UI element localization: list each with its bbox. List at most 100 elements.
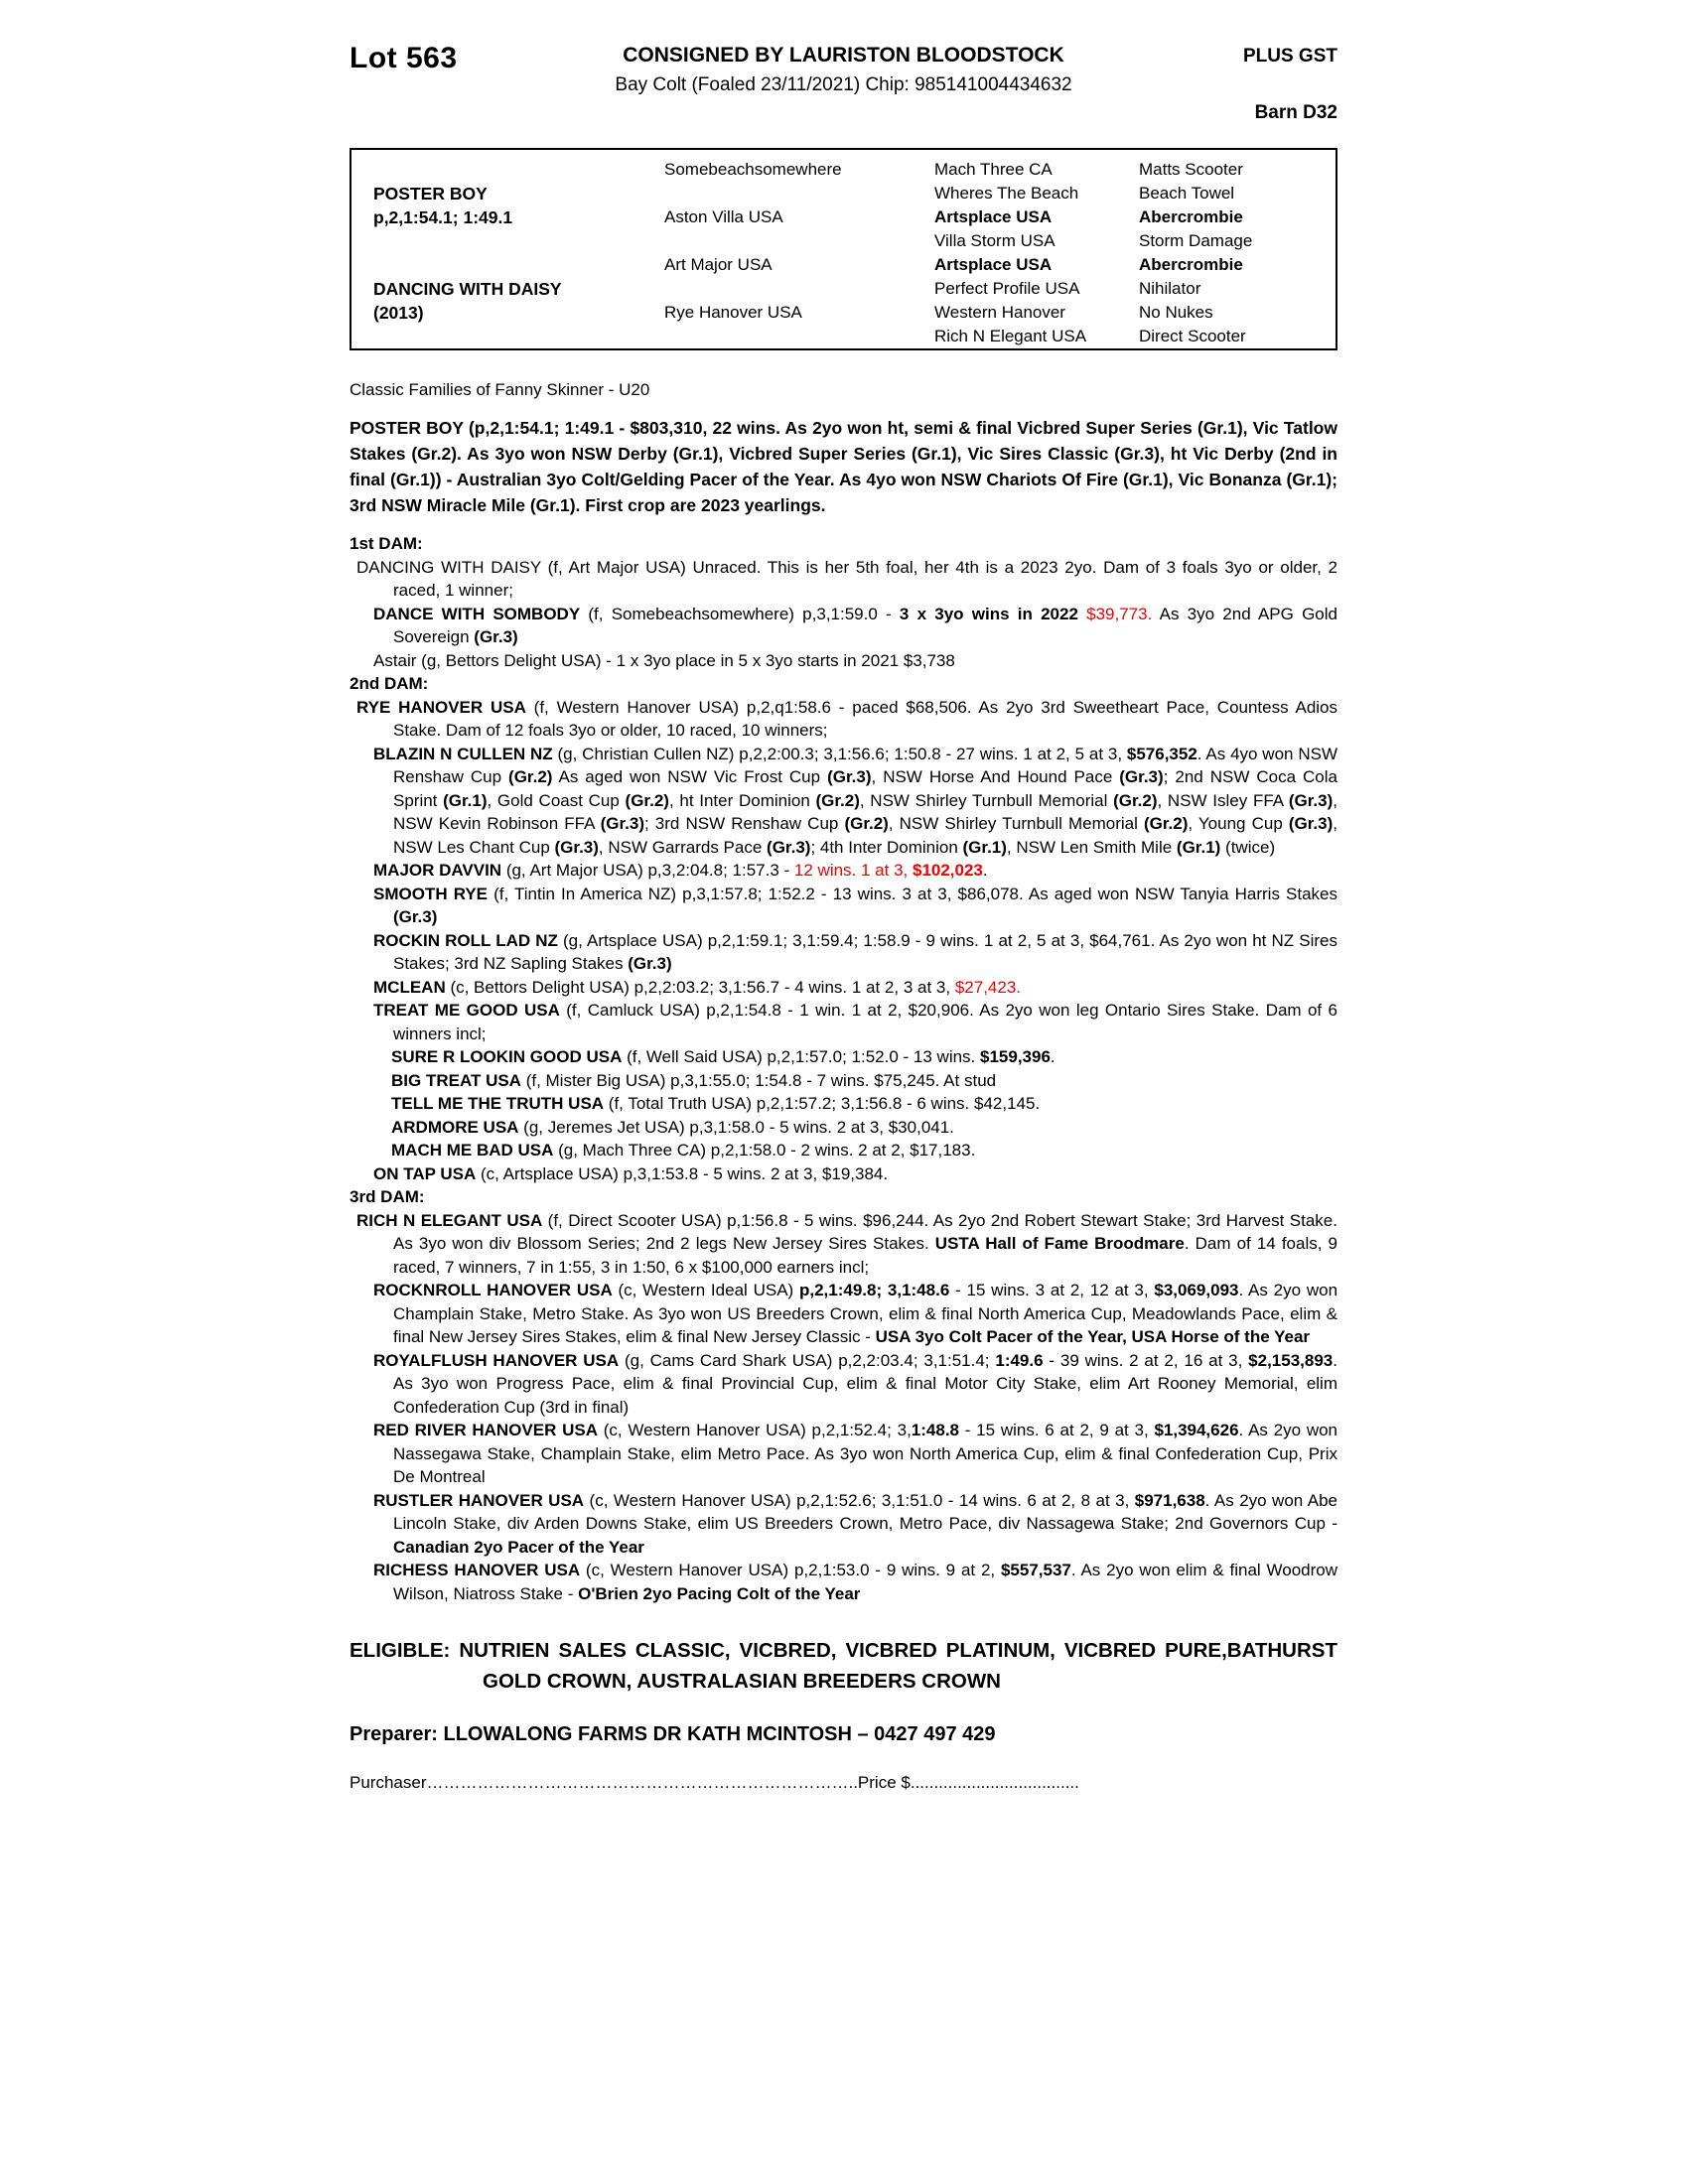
text-segment: . As 2yo won Nassegawa Stake, Champlain … [393,1421,1338,1486]
text-segment: . As 3yo won Progress Pace, elim & final… [393,1350,1337,1417]
pedigree-sire-record: p,2,1:54.1; 1:49.1 [373,207,513,227]
pedigree-row: Somebeachsomewhere Mach Three CA Matts Sco… [664,158,1336,182]
text-segment: , Gold Coast Cup [487,790,626,810]
pedigree-row: Villa Storm USA Storm Damage [664,229,1336,253]
pedigree-cell-gen4: Nihilator [1139,279,1201,298]
text-segment: (f, Tintin In America NZ) p,3,1:57.8; 1:… [488,884,1337,903]
text-segment: 1:49.6 [995,1350,1044,1370]
pedigree-cell-gen3: Villa Storm USA [934,231,1055,250]
pedigree-entry: ROCKNROLL HANOVER USA (c, Western Ideal … [350,1279,1337,1349]
pedigree-cell-gen2 [664,277,934,301]
text-segment: RICHESS HANOVER USA [373,1561,581,1579]
pedigree-entry: RICHESS HANOVER USA (c, Western Hanover … [350,1559,1337,1605]
text-segment: ARDMORE USA [391,1117,519,1137]
pedigree-cell-gen2 [664,325,934,348]
text-segment: $576,352 [1126,744,1197,763]
text-segment: SMOOTH RYE [373,884,489,903]
text-segment: (Gr.2) [508,767,553,786]
text-segment: . As 2yo won Champlain Stake, Metro Stak… [393,1281,1338,1346]
text-segment: MCLEAN [373,977,446,997]
text-segment: ; 2nd NSW Coca Cola Sprint [393,767,1337,810]
pedigree-gen-rows: Somebeachsomewhere Mach Three CA Matts Sco… [664,158,1336,348]
text-segment: - 15 wins. 6 at 2, 9 at 3, [959,1421,1155,1439]
text-segment: SURE R LOOKIN GOOD USA [391,1047,623,1066]
pedigree-entry: SMOOTH RYE (f, Tintin In America NZ) p,3… [350,883,1337,929]
text-segment: (f, Western Hanover USA) p,2,q1:58.6 - p… [393,697,1338,741]
pedigree-entry: TREAT ME GOOD USA (f, Camluck USA) p,2,1… [350,999,1337,1045]
text-segment: 3 x 3yo wins in 2022 [899,604,1087,623]
text-segment: (Gr.2) [625,790,669,810]
pedigree-entry: RICH N ELEGANT USA (f, Direct Scooter US… [350,1209,1337,1280]
pedigree-entry: SURE R LOOKIN GOOD USA (f, Well Said USA… [350,1045,1337,1069]
text-segment: $159,396 [980,1047,1051,1066]
text-segment: RED RIVER HANOVER USA [373,1421,599,1439]
text-segment: . [982,861,988,880]
dam-heading: 2nd DAM: [350,674,429,693]
text-segment: $39,773. [1086,604,1153,623]
pedigree-sire-name: POSTER BOY [373,184,488,204]
pedigree-cell-gen2: Aston Villa USA [664,207,783,226]
text-segment: (c, Western Hanover USA) p,2,1:52.4; 3, [598,1421,912,1439]
text-segment: 1:48.8 [911,1421,959,1439]
text-segment: (Gr.2) [1113,790,1158,810]
text-segment: ON TAP USA [373,1163,477,1183]
text-segment: . As 4yo won NSW Renshaw Cup [393,744,1337,787]
text-segment: (Gr.2) [815,790,860,810]
eligibility-line: ELIGIBLE: NUTRIEN SALES CLASSIC, VICBRED… [350,1639,1337,1693]
text-segment: RUSTLER HANOVER USA [373,1490,585,1510]
text-segment: $3,069,093 [1154,1281,1239,1299]
text-segment: (twice) [1220,837,1276,857]
text-segment: . [1050,1047,1055,1066]
text-segment: (g, Art Major USA) p,3,2:04.8; 1:57.3 - [501,861,794,880]
pedigree-entry: TELL ME THE TRUTH USA (f, Total Truth US… [350,1092,1337,1116]
pedigree-entry: RED RIVER HANOVER USA (c, Western Hanove… [350,1419,1337,1489]
pedigree-cell-gen3: Western Hanover [934,303,1065,322]
dam-heading: 3rd DAM: [350,1187,425,1206]
preparer-line: Preparer: LLOWALONG FARMS DR KATH MCINTO… [350,1723,996,1745]
text-segment: (Gr.3) [393,907,438,926]
text-segment: (Gr.1) [443,790,488,810]
pedigree-cell-gen2 [664,182,934,205]
pedigree-cell-gen4: Storm Damage [1139,231,1253,250]
text-segment: (f, Mister Big USA) p,3,1:55.0; 1:54.8 -… [520,1070,997,1090]
text-segment: (Gr.1) [962,837,1007,857]
text-segment: , Young Cup [1188,814,1289,833]
text-segment: - 39 wins. 2 at 2, 16 at 3, [1043,1350,1249,1370]
text-segment: (Gr.3) [600,814,644,833]
text-segment: (Gr.3) [628,954,672,973]
text-segment: , NSW Kevin Robinson FFA [393,790,1338,834]
text-segment: USTA Hall of Fame Broodmare [934,1234,1185,1253]
text-segment: TELL ME THE TRUTH USA [391,1094,605,1113]
text-segment: p,2,1:49.8; 3,1:48.6 [798,1281,950,1299]
pedigree-cell-gen2 [664,229,934,253]
text-segment: (Gr.3) [1288,814,1334,833]
text-segment: Astair (g, Bettors Delight USA) - 1 x 3y… [373,650,955,670]
text-segment: TREAT ME GOOD USA [373,1001,560,1020]
pedigree-table: POSTER BOY p,2,1:54.1; 1:49.1 DANCING WI… [350,148,1337,350]
pedigree-cell-gen2: Rye Hanover USA [664,303,802,322]
pedigree-cell-gen4: Abercrombie [1139,255,1243,274]
lot-number: Lot 563 [350,42,458,74]
pedigree-cell-gen3: Wheres The Beach [934,184,1079,203]
text-segment: (f, Well Said USA) p,2,1:57.0; 1:52.0 - … [622,1047,980,1066]
text-segment: (Gr.3) [1288,790,1334,810]
text-segment: (Gr.3) [827,767,872,786]
pedigree-cell-gen4: Abercrombie [1139,207,1243,226]
family-note: Classic Families of Fanny Skinner - U20 [350,380,650,399]
text-segment: RICH N ELEGANT USA [356,1210,543,1230]
text-segment: (c, Bettors Delight USA) p,2,2:03.2; 3,1… [445,977,955,997]
text-segment: $102,023 [912,861,983,880]
text-segment: (Gr.3) [1119,767,1164,786]
text-segment: , NSW Shirley Turnbull Memorial [888,814,1144,833]
text-segment: , NSW Isley FFA [1157,790,1289,810]
pedigree-cell-gen3: Rich N Elegant USA [934,327,1087,345]
text-segment: $557,537 [1000,1561,1071,1579]
text-segment: (f, Somebeachsomewhere) p,3,1:59.0 - [580,604,900,623]
dam-sections: 1st DAM: DANCING WITH DAISY (f, Art Major… [350,532,1337,1605]
text-segment: $1,394,626 [1154,1421,1239,1439]
pedigree-cell-gen4: Direct Scooter [1139,327,1246,345]
text-segment: , NSW Garrards Pace [598,837,768,857]
text-segment: - 15 wins. 3 at 2, 12 at 3, [949,1281,1155,1299]
text-segment: (g, Cams Card Shark USA) p,2,2:03.4; 3,1… [619,1350,996,1370]
pedigree-dam-name: DANCING WITH DAISY [373,279,562,299]
